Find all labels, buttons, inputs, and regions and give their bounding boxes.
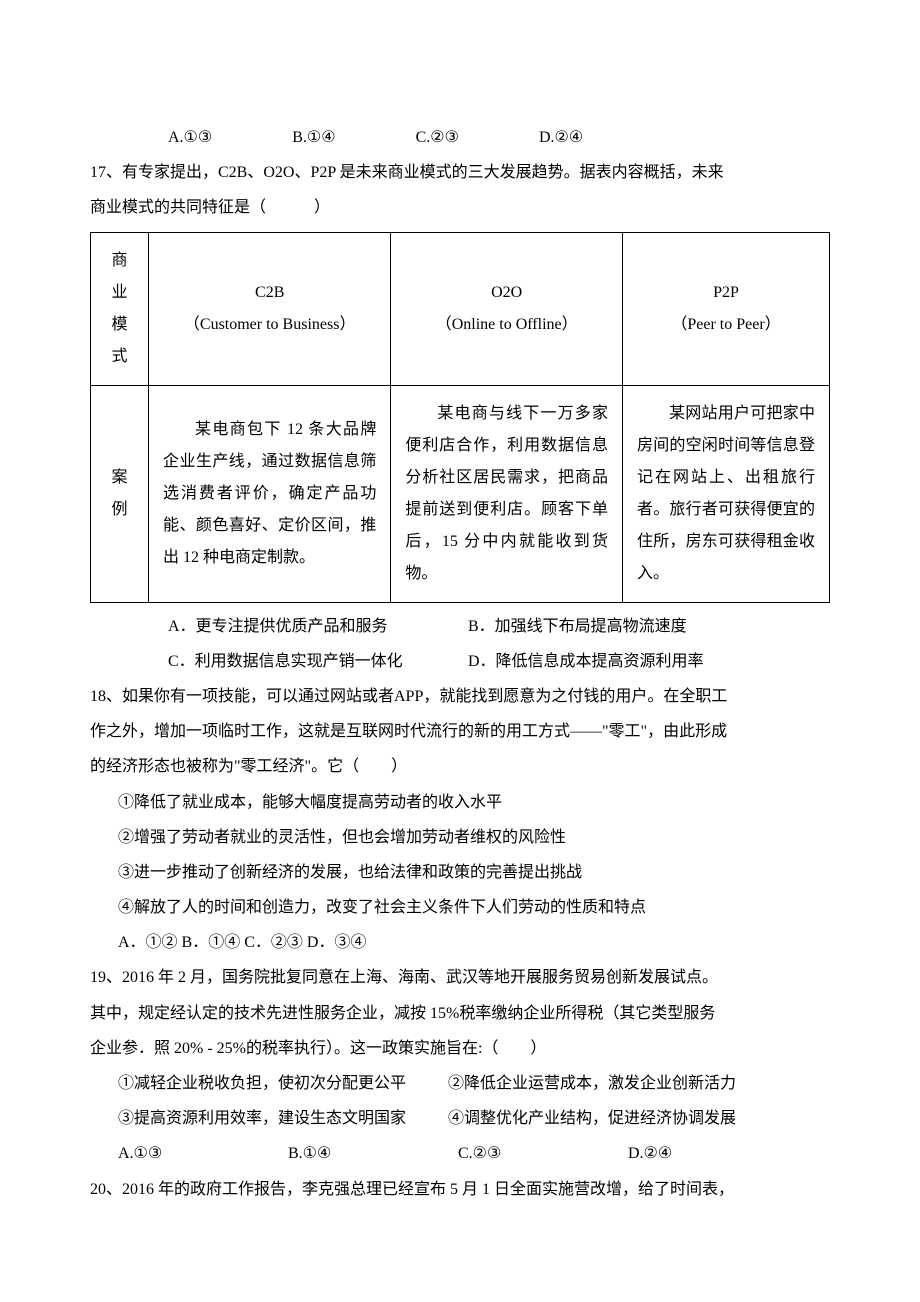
option-a: A.①③ xyxy=(118,1136,288,1171)
q19-options: A.①③ B.①④ C.②③ D.②④ xyxy=(90,1136,830,1171)
option-d: D．降低信息成本提高资源利用率 xyxy=(468,644,704,679)
label-line: 例 xyxy=(105,494,134,526)
q17-options: A．更专注提供优质产品和服务 B．加强线下布局提高物流速度 C．利用数据信息实现… xyxy=(90,609,830,679)
cell-p2p-header: P2P （Peer to Peer） xyxy=(623,232,830,385)
choice-2: ②增强了劳动者就业的灵活性，但也会增加劳动者维权的风险性 xyxy=(118,820,830,855)
choice-1: ①降低了就业成本，能够大幅度提高劳动者的收入水平 xyxy=(118,785,830,820)
table-row: 商业 模式 C2B （Customer to Business） O2O （On… xyxy=(91,232,830,385)
option-c: C．利用数据信息实现产销一体化 xyxy=(168,644,468,679)
choice-3: ③进一步推动了创新经济的发展，也给法律和政策的完善提出挑战 xyxy=(118,855,830,890)
cell-line: O2O xyxy=(405,277,608,309)
choice-1: ①减轻企业税收负担，使初次分配更公平 xyxy=(118,1066,448,1101)
label-line: 商业 xyxy=(105,245,134,309)
q19-line1: 19、2016 年 2 月，国务院批复同意在上海、海南、武汉等地开展服务贸易创新… xyxy=(90,960,830,995)
option-a: A．更专注提供优质产品和服务 xyxy=(168,609,468,644)
cell-o2o-header: O2O （Online to Offline） xyxy=(391,232,623,385)
q18-line1: 18、如果你有一项技能，可以通过网站或者APP，就能找到愿意为之付钱的用户。在全… xyxy=(90,679,830,714)
label-line: 案 xyxy=(105,462,134,494)
cell-line: C2B xyxy=(163,277,376,309)
option-c: C.②③ xyxy=(416,120,459,155)
option-d: D.②④ xyxy=(628,1136,672,1171)
cell-line: （Peer to Peer） xyxy=(637,309,815,341)
q19-line2: 其中，规定经认定的技术先进性服务企业，减按 15%税率缴纳企业所得税（其它类型服… xyxy=(90,996,830,1031)
q18-line3: 的经济形态也被称为"零工经济"。它（ ） xyxy=(90,749,830,784)
table-row: 案 例 某电商包下 12 条大品牌企业生产线，通过数据信息筛选消费者评价，确定产… xyxy=(91,385,830,602)
q19-line3: 企业参．照 20% - 25%的税率执行）。这一政策实施旨在:（ ） xyxy=(90,1031,830,1066)
q17-table: 商业 模式 C2B （Customer to Business） O2O （On… xyxy=(90,232,830,603)
option-c: C.②③ xyxy=(458,1136,628,1171)
cell-line: （Customer to Business） xyxy=(163,309,376,341)
choice-4: ④调整优化产业结构，促进经济协调发展 xyxy=(448,1101,736,1136)
choice-4: ④解放了人的时间和创造力，改变了社会主义条件下人们劳动的性质和特点 xyxy=(118,890,830,925)
q18-line2: 作之外，增加一项临时工作，这就是互联网时代流行的新的用工方式——"零工"，由此形… xyxy=(90,714,830,749)
option-b: B．加强线下布局提高物流速度 xyxy=(468,609,687,644)
label-line: 模式 xyxy=(105,309,134,373)
row-header-case: 案 例 xyxy=(91,385,149,602)
cell-o2o-case: 某电商与线下一万多家便利店合作，利用数据信息分析社区居民需求，把商品提前送到便利… xyxy=(391,385,623,602)
cell-line: （Online to Offline） xyxy=(405,309,608,341)
q20-line1: 20、2016 年的政府工作报告，李克强总理已经宣布 5 月 1 日全面实施营改… xyxy=(90,1172,830,1207)
option-b: B.①④ xyxy=(288,1136,458,1171)
cell-c2b-header: C2B （Customer to Business） xyxy=(149,232,391,385)
option-b: B.①④ xyxy=(292,120,335,155)
choice-2: ②降低企业运营成本，激发企业创新活力 xyxy=(448,1066,736,1101)
q19-choices: ①减轻企业税收负担，使初次分配更公平 ②降低企业运营成本，激发企业创新活力 ③提… xyxy=(90,1066,830,1136)
option-d: D.②④ xyxy=(539,120,583,155)
q18-choices: ①降低了就业成本，能够大幅度提高劳动者的收入水平 ②增强了劳动者就业的灵活性，但… xyxy=(90,785,830,961)
q17-stem-line2: 商业模式的共同特征是（ ） xyxy=(90,190,830,225)
choice-3: ③提高资源利用效率，建设生态文明国家 xyxy=(118,1101,448,1136)
q17-stem-line1: 17、有专家提出，C2B、O2O、P2P 是未来商业模式的三大发展趋势。据表内容… xyxy=(90,155,830,190)
cell-c2b-case: 某电商包下 12 条大品牌企业生产线，通过数据信息筛选消费者评价，确定产品功能、… xyxy=(149,385,391,602)
cell-line: P2P xyxy=(637,277,815,309)
row-header-mode: 商业 模式 xyxy=(91,232,149,385)
option-a: A.①③ xyxy=(168,120,212,155)
q18-options: A．①② B．①④ C．②③ D．③④ xyxy=(118,925,830,960)
cell-p2p-case: 某网站用户可把家中房间的空闲时间等信息登记在网站上、出租旅行者。旅行者可获得便宜… xyxy=(623,385,830,602)
q16-options: A.①③ B.①④ C.②③ D.②④ xyxy=(90,120,830,155)
